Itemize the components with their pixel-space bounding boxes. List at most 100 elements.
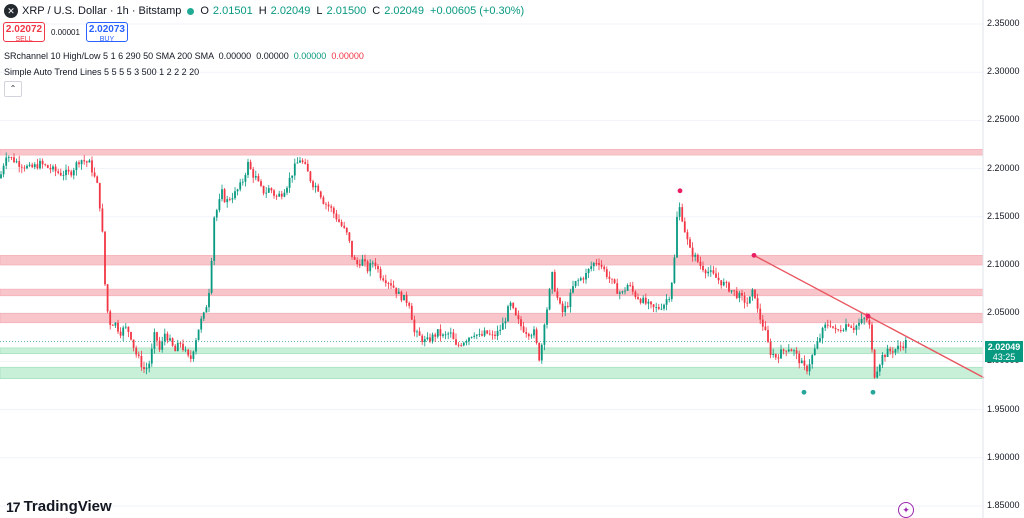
candle-body <box>317 185 320 192</box>
candle-body <box>785 350 788 352</box>
candle-body <box>301 160 304 163</box>
candle-body <box>782 349 785 351</box>
candle-body <box>265 192 268 194</box>
candle-body <box>444 334 447 336</box>
resistance-zone <box>0 255 984 266</box>
support-zone <box>0 347 984 354</box>
candle-body <box>408 302 411 306</box>
candle-body <box>156 332 158 341</box>
symbol-title[interactable]: XRP / U.S. Dollar · 1h · Bitstamp <box>22 5 182 17</box>
candle-body <box>312 181 314 188</box>
swing-low-marker <box>870 389 876 395</box>
candle-body <box>283 192 286 197</box>
candle-body <box>460 345 463 346</box>
candle-body <box>130 332 132 340</box>
price-tick-label: 2.05000 <box>987 307 1020 318</box>
candle-body <box>218 199 221 211</box>
candle-body <box>481 334 483 336</box>
price-tick-label: 1.90000 <box>987 451 1020 462</box>
candle-body <box>540 344 543 361</box>
xrp-logo-icon: ✕ <box>4 4 18 18</box>
magic-wand-icon[interactable]: ✦ <box>898 502 914 518</box>
indicator-trendlines[interactable]: Simple Auto Trend Lines 5 5 5 5 3 500 1 … <box>4 67 199 77</box>
trade-panel: 2.02072 SELL 0.00001 2.02073 BUY <box>3 22 128 43</box>
candle-body <box>215 210 218 218</box>
candle-body <box>668 299 671 300</box>
candle-body <box>187 349 190 356</box>
chevron-up-icon[interactable]: ⌃ <box>4 81 22 97</box>
candle-body <box>436 329 439 337</box>
candle-body <box>473 335 476 337</box>
candle-body <box>465 341 468 343</box>
candle-body <box>842 330 845 332</box>
open-label: O <box>200 5 209 17</box>
candle-body <box>855 325 858 330</box>
resistance-zone <box>0 312 984 324</box>
candle-body <box>663 304 665 309</box>
candle-body <box>124 326 127 328</box>
candle-body <box>67 169 70 172</box>
candle-body <box>574 281 577 287</box>
candle-body <box>548 289 551 310</box>
candle-body <box>158 340 161 350</box>
candle-body <box>761 319 764 327</box>
candle-body <box>582 278 585 280</box>
candle-body <box>447 333 450 335</box>
candle-body <box>150 348 153 364</box>
tradingview-brand[interactable]: 17 TradingView <box>6 498 112 515</box>
candle-body <box>592 263 595 267</box>
candle-body <box>72 170 75 176</box>
candle-body <box>101 208 104 232</box>
candle-body <box>275 195 278 197</box>
candle-body <box>904 339 907 349</box>
candle-body <box>816 341 819 349</box>
indicator-srchannel[interactable]: SRchannel 10 High/Low 5 1 6 290 50 SMA 2… <box>4 51 364 61</box>
candle-body <box>80 160 83 165</box>
candle-body <box>509 302 512 307</box>
candle-body <box>171 338 174 346</box>
candle-body <box>735 290 738 299</box>
candle-body <box>382 278 385 281</box>
candle-body <box>78 162 80 165</box>
candle-body <box>748 296 751 304</box>
sell-price: 2.02072 <box>5 24 43 35</box>
indicator-value: 0.00000 <box>256 51 289 61</box>
candle-body <box>639 299 642 303</box>
spread-value: 0.00001 <box>51 27 80 37</box>
candle-body <box>46 165 49 168</box>
candle-body <box>332 207 335 214</box>
candle-body <box>616 283 619 294</box>
candle-body <box>197 329 200 341</box>
candle-body <box>291 175 294 178</box>
sell-button[interactable]: 2.02072 SELL <box>3 22 45 43</box>
candle-body <box>535 329 538 343</box>
candle-body <box>566 306 569 307</box>
resistance-zone <box>0 149 984 156</box>
candle-body <box>439 329 442 336</box>
candle-body <box>223 189 226 203</box>
candle-body <box>143 367 145 370</box>
candle-body <box>475 334 478 336</box>
candle-body <box>579 278 582 281</box>
candle-body <box>267 188 270 193</box>
candle-body <box>122 327 125 336</box>
candle-body <box>517 315 520 320</box>
candle-body <box>821 327 824 339</box>
candle-body <box>897 345 899 350</box>
candle-body <box>538 342 541 361</box>
candle-body <box>691 247 694 257</box>
candle-body <box>306 163 309 172</box>
candle-body <box>878 364 881 372</box>
candle-body <box>631 285 634 292</box>
candle-body <box>712 270 715 274</box>
candle-body <box>590 266 593 269</box>
candle-body <box>572 286 574 293</box>
candle-body <box>777 357 780 359</box>
price-tick-label: 2.25000 <box>987 114 1020 125</box>
buy-button[interactable]: 2.02073 BUY <box>85 22 128 43</box>
candle-body <box>403 294 405 301</box>
candle-body <box>556 291 559 298</box>
candle-body <box>865 318 868 321</box>
candle-body <box>379 269 382 279</box>
